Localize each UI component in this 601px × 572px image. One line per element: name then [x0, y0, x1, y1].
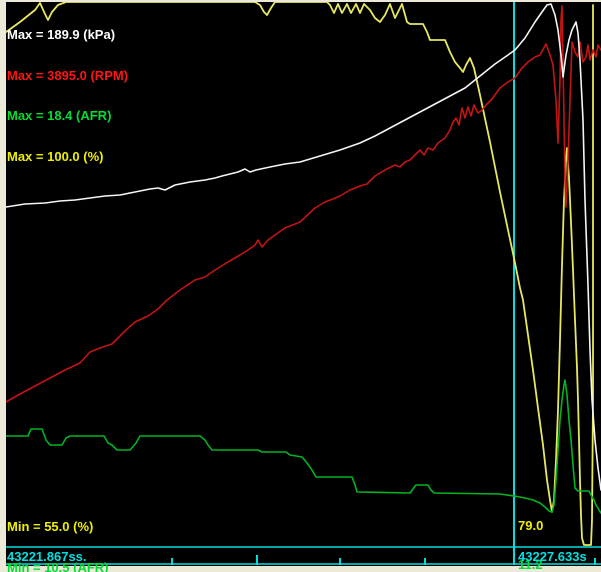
legend-min-pct: Min = 55.0 (%)	[7, 519, 94, 534]
legend-max-block: Max = 189.9 (kPa) Max = 3895.0 (RPM) Max…	[7, 1, 128, 190]
trace-rpm	[5, 5, 601, 403]
cursor-value-pct: 79.0	[518, 518, 544, 533]
legend-max-kpa: Max = 189.9 (kPa)	[7, 27, 116, 42]
cursor-value-afr: 11.2	[518, 557, 543, 572]
trace-kpa	[5, 3, 601, 491]
window-border-left	[0, 0, 6, 566]
legend-max-afr: Max = 18.4 (AFR)	[7, 108, 112, 123]
trace-pct	[5, 1, 594, 546]
window-border-top	[0, 0, 601, 2]
time-axis-start-label: 43221.867ss.	[7, 549, 87, 564]
legend-min-block: Min = 55.0 (%) Min = 10.5 (AFR) Min = 24…	[7, 493, 125, 572]
cursor-value-readout: 79.0 11.2 3687.0 174.1	[518, 493, 558, 572]
trace-afr	[5, 379, 601, 514]
time-axis-cursor-label: 43227.633s	[518, 549, 587, 564]
legend-max-rpm: Max = 3895.0 (RPM)	[7, 67, 129, 83]
window-border-bottom	[0, 566, 601, 572]
legend-min-afr: Min = 10.5 (AFR)	[7, 559, 109, 572]
legend-max-pct: Max = 100.0 (%)	[7, 148, 104, 164]
time-axis[interactable]: 43221.867ss. 43227.633s	[0, 548, 601, 564]
